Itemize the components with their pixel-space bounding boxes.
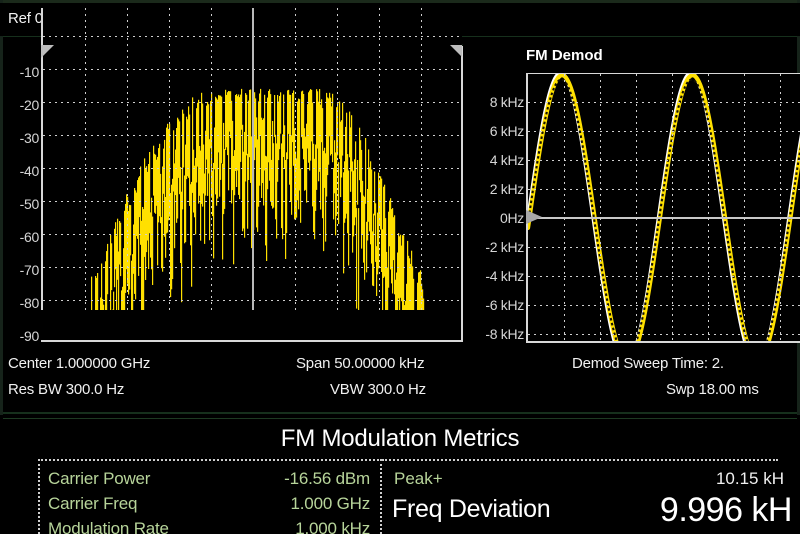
demod-y-tick: -8 kHz <box>485 326 524 342</box>
spectrum-y-tick: -30 <box>19 130 40 146</box>
spectrum-grid-right-edge <box>461 46 463 342</box>
demod-y-tick: 6 kHz <box>489 123 525 139</box>
demod-y-tick: 4 kHz <box>489 152 525 168</box>
demod-y-axis: 8 kHz 6 kHz 4 kHz 2 kHz 0Hz -2 kHz -4 kH… <box>470 74 524 342</box>
demod-y-tick: -4 kHz <box>485 268 524 284</box>
spectrum-y-axis: -10 -20 -30 -40 -50 -60 -70 -80 -90 <box>0 38 40 348</box>
demod-gridline-h <box>528 102 800 103</box>
metrics-table: Carrier Power -16.56 dBm Carrier Freq 1.… <box>38 459 793 534</box>
metric-label-carrier-power: Carrier Power <box>48 469 151 488</box>
spectrum-gridline-v <box>379 8 380 310</box>
spectrum-y-tick: -20 <box>19 97 40 113</box>
reference-level-marker-right-icon <box>450 45 462 57</box>
spectrum-gridline-v <box>127 8 128 310</box>
demod-panel-title: FM Demod <box>526 47 603 64</box>
metrics-left-column: Carrier Power -16.56 dBm Carrier Freq 1.… <box>38 459 382 534</box>
demod-y-tick: -6 kHz <box>485 297 524 313</box>
metric-value-carrier-freq: 1.000 GHz <box>290 494 371 513</box>
demod-y-tick: 2 kHz <box>489 181 525 197</box>
spectrum-gridline-v <box>421 8 422 310</box>
spectrum-grid-bottom-edge <box>41 340 463 342</box>
metric-label-peak-plus: Peak+ <box>394 469 443 488</box>
metric-value-peak-plus: 10.15 kH <box>715 469 784 488</box>
demod-gridline-v <box>636 74 637 342</box>
metric-label-freq-deviation: Freq Deviation <box>392 495 551 523</box>
annotation-divider-secondary <box>3 418 797 419</box>
span-readout[interactable]: Span 50.00000 kHz <box>296 355 425 372</box>
sweep-time-readout[interactable]: Swp 18.00 ms <box>666 381 759 398</box>
demod-gridline-h <box>528 131 800 132</box>
demod-gridline-h <box>528 276 800 277</box>
center-frequency-readout[interactable]: Center 1.000000 GHz <box>8 355 151 372</box>
demod-y-tick: 8 kHz <box>489 94 525 110</box>
demod-gridline-v <box>708 74 709 342</box>
spectrum-y-tick: -80 <box>19 295 40 311</box>
reference-level-marker-icon <box>41 45 54 58</box>
metric-label-modulation-rate: Modulation Rate <box>48 519 169 534</box>
metrics-right-column: Peak+ 10.15 kH Freq Deviation 9.996 kH <box>382 459 793 534</box>
metric-value-modulation-rate: 1.000 kHz <box>295 519 370 534</box>
demod-y-tick: 0Hz <box>500 210 524 226</box>
demod-gridline-v <box>564 74 565 342</box>
demod-gridline-v <box>672 74 673 342</box>
demod-gridline-v <box>744 74 745 342</box>
spectrum-y-tick: -10 <box>19 64 40 80</box>
spectrum-y-tick: -70 <box>19 262 40 278</box>
demod-zero-marker-icon <box>526 210 542 224</box>
metric-value-carrier-power: -16.56 dBm <box>284 469 370 488</box>
demod-gridline-h <box>528 189 800 190</box>
demod-gridline-h <box>528 160 800 161</box>
demod-zero-line <box>528 217 800 219</box>
vbw-readout[interactable]: VBW 300.0 Hz <box>330 381 426 398</box>
demod-trace <box>528 74 800 342</box>
spectrum-y-tick: -60 <box>19 229 40 245</box>
spectrum-gridline-v <box>211 8 212 310</box>
demod-gridline-h <box>528 334 800 335</box>
spectrum-gridline-v <box>295 8 296 310</box>
spectrum-y-tick: -40 <box>19 163 40 179</box>
demod-gridline-v <box>600 74 601 342</box>
metric-label-carrier-freq: Carrier Freq <box>48 494 138 513</box>
res-bw-readout[interactable]: Res BW 300.0 Hz <box>8 381 125 398</box>
demod-gridline-h <box>528 305 800 306</box>
demod-gridline-h <box>528 247 800 248</box>
metrics-panel-title: FM Modulation Metrics <box>280 425 520 452</box>
demod-graticule[interactable] <box>526 74 800 342</box>
spectrum-y-tick: -50 <box>19 196 40 212</box>
spectrum-gridline-v <box>169 8 170 310</box>
demod-y-tick: -2 kHz <box>485 239 524 255</box>
annotation-divider <box>3 412 797 414</box>
spectrum-graticule[interactable] <box>41 8 462 310</box>
demod-sweep-time-readout[interactable]: Demod Sweep Time: 2. <box>572 355 724 372</box>
metric-value-freq-deviation: 9.996 kH <box>659 491 793 529</box>
spectrum-y-tick: -90 <box>19 328 40 344</box>
spectrum-gridline-v <box>337 8 338 310</box>
fm-modulation-metrics-panel: FM Modulation Metrics Carrier Power -16.… <box>0 419 800 534</box>
demod-gridline-v <box>780 74 781 342</box>
screen-frame-left <box>0 0 3 415</box>
spectrum-gridline-v <box>85 8 86 310</box>
screen-frame-top <box>0 0 800 3</box>
demod-grid-bottom-edge <box>526 341 800 343</box>
spectrum-center-line <box>252 8 254 310</box>
